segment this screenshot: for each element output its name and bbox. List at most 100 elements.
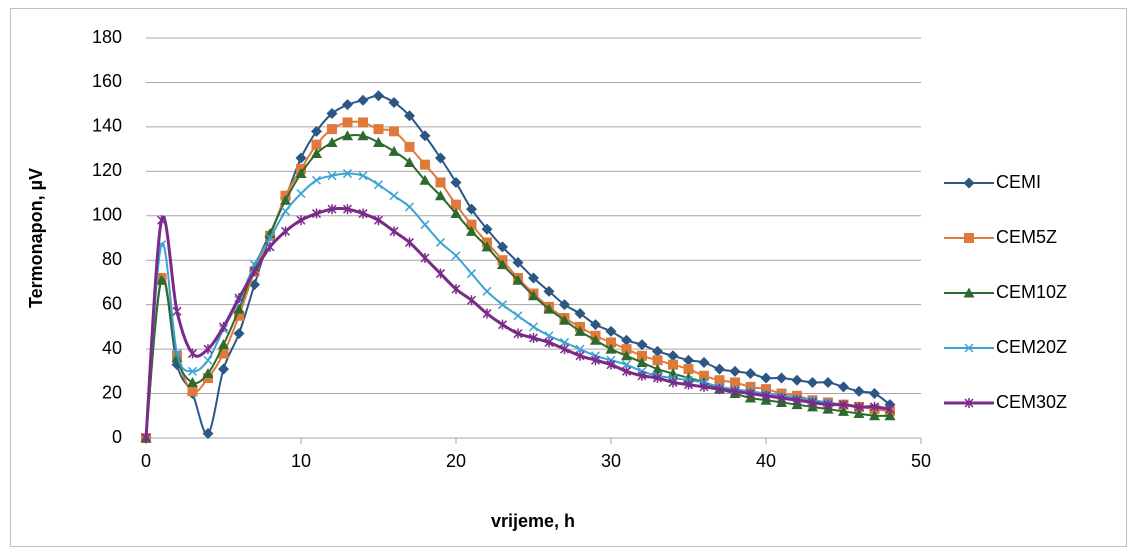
- marker: [218, 348, 229, 359]
- marker: [575, 350, 585, 361]
- marker: [528, 290, 539, 301]
- marker: [606, 359, 616, 370]
- marker: [683, 379, 694, 390]
- marker: [559, 337, 570, 347]
- legend-label: CEM20Z: [996, 337, 1067, 357]
- marker: [575, 344, 585, 354]
- marker: [295, 152, 307, 164]
- y-tick-label: 120: [92, 160, 122, 180]
- marker: [869, 388, 880, 400]
- marker: [652, 373, 663, 383]
- marker: [963, 287, 975, 298]
- marker: [326, 108, 338, 120]
- marker: [745, 388, 756, 399]
- marker: [714, 363, 725, 375]
- marker: [187, 348, 198, 359]
- marker: [481, 223, 493, 235]
- marker: [760, 372, 772, 384]
- marker: [203, 355, 213, 365]
- marker: [652, 345, 663, 357]
- marker: [776, 372, 787, 384]
- marker: [202, 368, 214, 379]
- marker: [404, 237, 415, 248]
- marker: [373, 215, 384, 226]
- marker: [714, 375, 725, 386]
- marker: [544, 337, 554, 348]
- marker: [791, 374, 803, 386]
- marker: [513, 328, 523, 339]
- series: [141, 204, 895, 443]
- x-axis-title: vrijeme, h: [491, 511, 575, 531]
- marker: [249, 279, 260, 291]
- marker: [389, 126, 399, 137]
- marker: [156, 274, 167, 285]
- marker: [544, 331, 554, 341]
- marker: [295, 168, 307, 179]
- marker: [823, 399, 833, 410]
- y-axis-title: Termonapon, µV: [26, 168, 46, 308]
- marker: [280, 226, 291, 237]
- marker: [636, 356, 648, 367]
- marker: [404, 141, 415, 152]
- marker: [853, 385, 865, 397]
- marker: [482, 286, 492, 296]
- y-tick-label: 80: [102, 249, 122, 269]
- marker: [745, 381, 756, 392]
- marker: [698, 356, 710, 368]
- marker: [574, 308, 586, 320]
- y-tick-label: 140: [92, 116, 122, 136]
- marker: [327, 171, 337, 181]
- marker: [590, 319, 601, 331]
- marker: [466, 203, 477, 215]
- marker: [420, 159, 430, 170]
- marker: [435, 268, 446, 279]
- marker: [528, 333, 539, 343]
- marker: [187, 376, 198, 387]
- y-tick-label: 20: [102, 382, 122, 402]
- marker: [559, 344, 570, 355]
- marker: [234, 310, 244, 321]
- marker: [327, 204, 337, 215]
- marker: [249, 266, 260, 277]
- marker: [404, 202, 415, 212]
- marker: [326, 136, 338, 147]
- marker: [652, 363, 663, 374]
- marker: [621, 344, 632, 355]
- marker: [963, 177, 975, 189]
- marker: [203, 344, 213, 355]
- series-line: [145, 172, 891, 439]
- marker: [404, 156, 415, 167]
- marker: [419, 174, 431, 185]
- marker: [451, 251, 461, 261]
- marker: [296, 189, 306, 199]
- marker: [497, 300, 508, 310]
- marker: [389, 226, 399, 237]
- marker: [699, 370, 709, 381]
- marker: [450, 176, 462, 188]
- marker: [280, 206, 291, 216]
- marker: [435, 152, 446, 164]
- marker: [807, 376, 818, 388]
- marker: [792, 395, 802, 406]
- marker: [528, 272, 539, 284]
- marker: [637, 370, 647, 381]
- marker: [621, 334, 632, 346]
- marker: [822, 376, 834, 388]
- marker: [388, 96, 400, 108]
- marker: [964, 398, 974, 408]
- marker: [451, 284, 461, 295]
- marker: [853, 408, 865, 419]
- marker: [435, 177, 446, 188]
- x-tick-label: 40: [756, 451, 776, 471]
- marker: [451, 199, 461, 210]
- marker: [497, 259, 508, 270]
- y-tick-label: 60: [102, 293, 122, 313]
- y-tick-label: 100: [92, 205, 122, 225]
- legend-label: CEM5Z: [996, 227, 1057, 247]
- y-tick-label: 40: [102, 338, 122, 358]
- marker: [342, 169, 353, 179]
- marker: [296, 215, 306, 226]
- marker: [373, 180, 384, 190]
- marker: [327, 124, 337, 135]
- marker: [172, 349, 182, 359]
